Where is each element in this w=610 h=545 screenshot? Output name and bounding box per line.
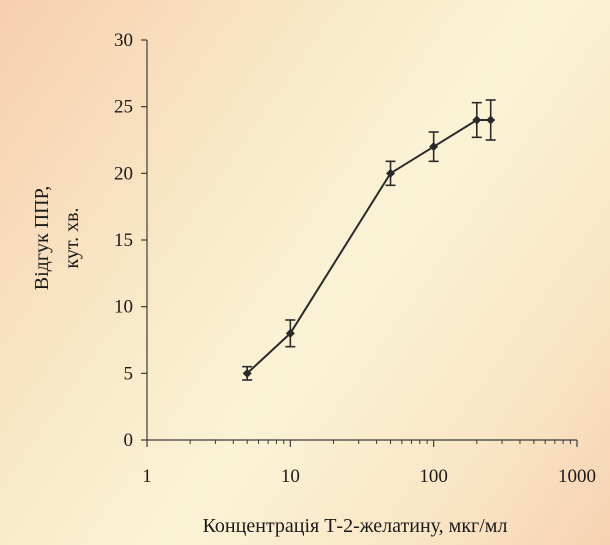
x-tick-label: 1 — [142, 466, 152, 487]
data-point — [472, 115, 482, 125]
series-line — [246, 119, 491, 375]
axes — [146, 40, 577, 441]
x-axis-title: Концентрація Т-2-желатину, мкг/мл — [203, 515, 508, 537]
ticks: 0 5 10 15 20 25 30 1 10 100 1000 — [114, 30, 596, 487]
data-point — [242, 368, 252, 378]
data-point — [386, 168, 396, 178]
y-tick-label: 5 — [124, 363, 134, 384]
y-tick-label: 10 — [114, 297, 133, 318]
y-tick-label: 25 — [114, 97, 133, 118]
y-tick-label: 20 — [114, 163, 133, 184]
y-tick-label: 30 — [114, 30, 133, 51]
y-tick-label: 0 — [124, 430, 134, 451]
data-point — [285, 328, 295, 338]
y-axis-title-line1: Відгук ППР, — [31, 186, 53, 291]
data-point — [486, 115, 496, 125]
series-layer — [242, 99, 496, 381]
x-tick-label: 10 — [281, 466, 300, 487]
y-axis-title-line2: кут. хв. — [61, 207, 83, 268]
x-tick-label: 100 — [419, 466, 448, 487]
data-point — [429, 142, 439, 152]
y-tick-label: 15 — [114, 230, 133, 251]
x-tick-label: 1000 — [558, 466, 596, 487]
